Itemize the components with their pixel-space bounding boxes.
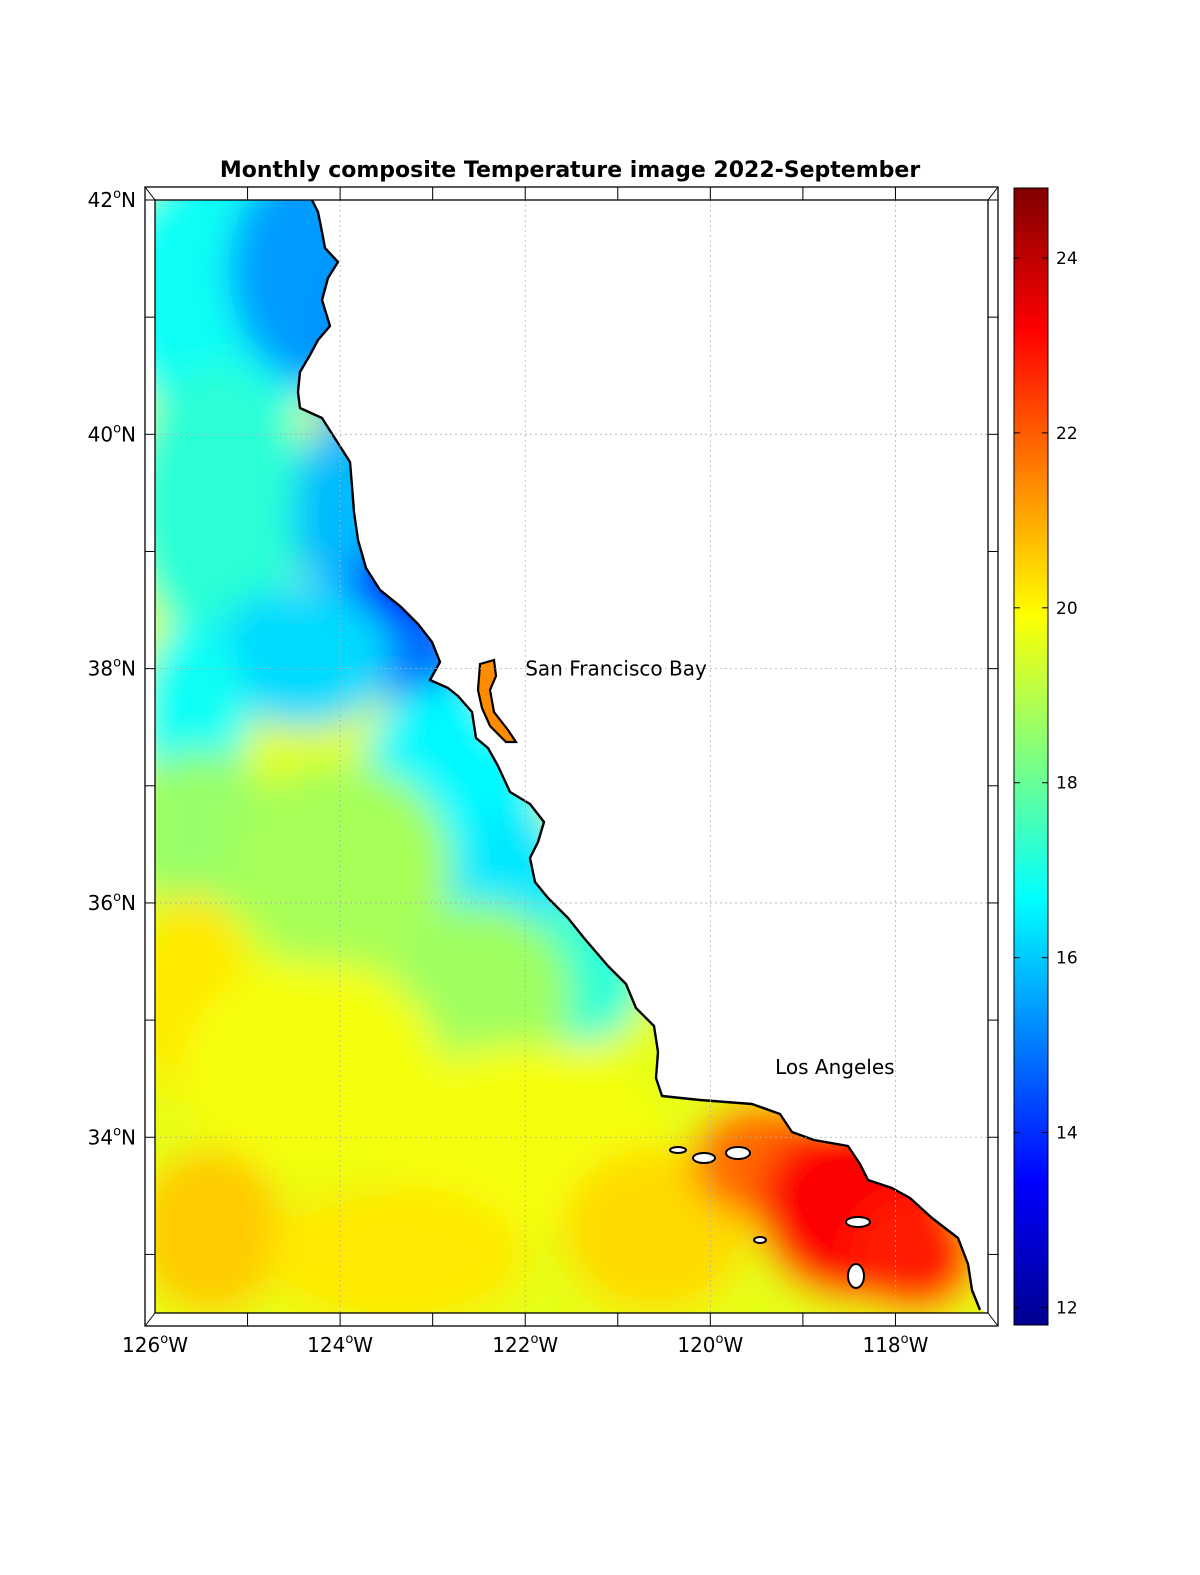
island (845, 1216, 871, 1228)
colorbar-tick-label: 12 (1056, 1299, 1078, 1319)
latitude-label: 34oN (88, 1124, 136, 1149)
place-label: San Francisco Bay (525, 657, 707, 681)
temperature-patch (210, 586, 396, 728)
colorbar-ticks: 24 22 20 18 16 14 12 (1014, 249, 1078, 1319)
temperature-patch (229, 200, 415, 388)
frame-ticks (145, 187, 998, 1326)
frame-corner-lines (144, 186, 999, 1327)
island (725, 1146, 751, 1160)
colorbar (1013, 187, 1049, 1326)
latitude-label: 36oN (88, 890, 136, 915)
longitude-labels: 126oW 124oW 122oW 120oW 118oW (122, 1332, 929, 1357)
map-outer-frame (144, 186, 999, 1327)
temperature-patch (155, 1148, 285, 1313)
longitude-label: 124oW (307, 1332, 373, 1357)
colorbar-tick-label: 16 (1056, 949, 1078, 969)
place-labels: San Francisco Bay Los Angeles (525, 657, 894, 1079)
colorbar-tick-label: 14 (1056, 1124, 1078, 1144)
place-label: Los Angeles (775, 1055, 894, 1079)
longitude-label: 118oW (862, 1332, 928, 1357)
channel-islands (476, 658, 871, 1289)
temperature-patch (266, 1184, 526, 1313)
temperature-patch (182, 961, 442, 1173)
longitude-label: 122oW (492, 1332, 558, 1357)
temperature-field (155, 200, 988, 1313)
colorbar-tick-label: 22 (1056, 424, 1078, 444)
colorbar-tick-label: 24 (1056, 249, 1078, 269)
latitude-labels: 42oN 40oN 38oN 36oN 34oN (88, 187, 136, 1149)
colorbar-tick-label: 18 (1056, 774, 1078, 794)
longitude-label: 120oW (677, 1332, 743, 1357)
island (753, 1236, 767, 1244)
temperature-patch (229, 762, 452, 974)
latitude-label: 42oN (88, 187, 136, 212)
latitude-label: 38oN (88, 656, 136, 681)
temperature-patch (849, 1195, 979, 1313)
island (692, 1152, 716, 1164)
latitude-label: 40oN (88, 421, 136, 446)
longitude-label: 126oW (122, 1332, 188, 1357)
colorbar-tick-label: 20 (1056, 599, 1078, 619)
map-inner-frame (154, 199, 989, 1314)
temperature-patch (562, 1148, 748, 1313)
san-francisco-bay-water (476, 658, 519, 744)
island (669, 1146, 687, 1154)
map-title: Monthly composite Temperature image 2022… (220, 158, 921, 183)
island (847, 1263, 865, 1289)
